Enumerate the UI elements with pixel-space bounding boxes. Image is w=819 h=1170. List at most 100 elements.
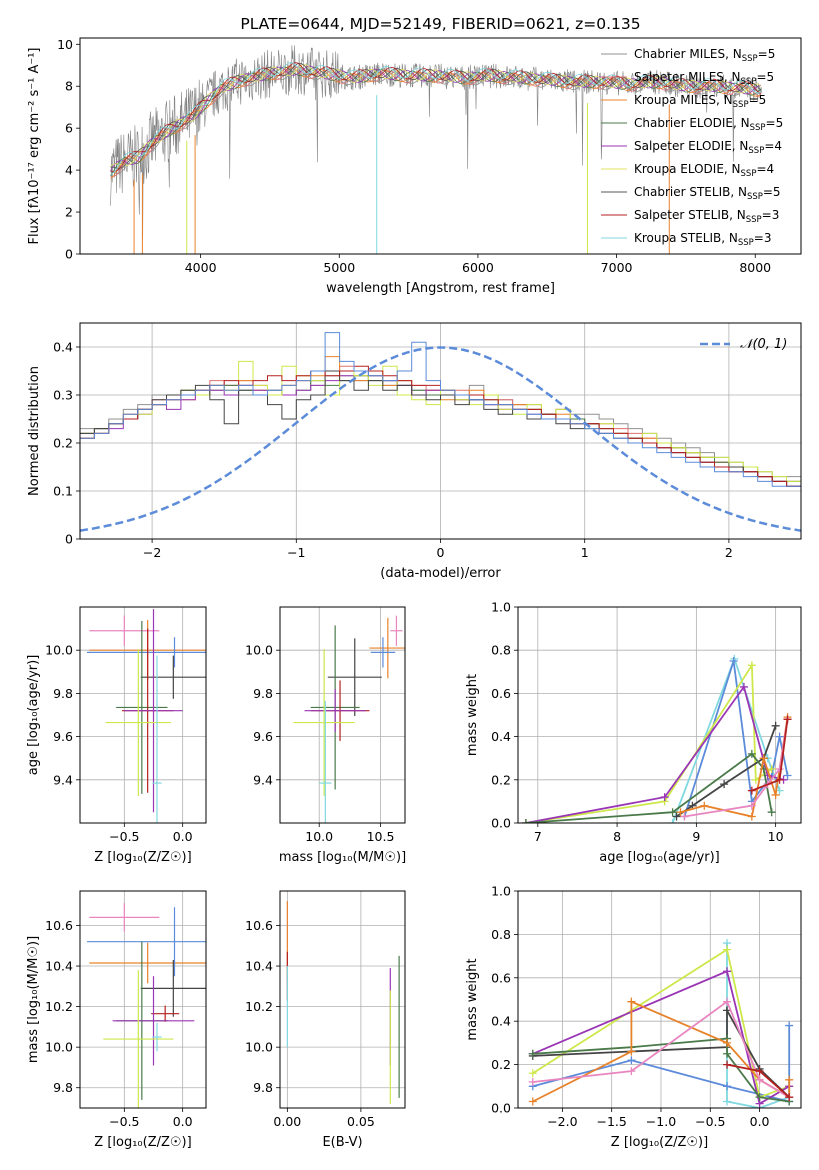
mass-vs-Z-xlabel: Z [log₁₀(Z/Z☉)] [94,1135,191,1150]
weight-marker [723,967,732,976]
model-line-7 [110,62,762,173]
y-tick-label: 0.2 [491,772,511,787]
weight-marker [771,721,780,730]
errorbar-point [304,689,366,733]
y-tick-label: 0.8 [491,643,511,658]
weight-marker [723,997,732,1006]
x-tick-label: 4000 [185,260,217,275]
x-tick-label: −0.5 [695,1114,725,1129]
x-tick-label: −2 [143,545,161,560]
age-vs-mass-xlabel: mass [log₁₀(M/M☉)] [279,850,406,865]
model-line-2 [110,66,762,180]
y-tick-label: 0.1 [53,484,73,499]
y-tick-label: 0 [65,247,73,262]
weight-marker [783,771,792,780]
weight-marker [785,1021,794,1030]
mass-vs-ebv-xlabel: E(B-V) [322,1135,362,1150]
x-tick-label: 0.05 [347,1114,375,1129]
mass-vs-Z-grid [80,891,206,1108]
mass-vs-Z-ylabel: mass [log₁₀(M/M☉)] [26,936,41,1063]
weight-vs-age-xlabel: age [log₁₀(age/yr)] [599,850,720,865]
age-vs-mass-grid [280,607,405,823]
x-tick-label: 10.5 [367,829,395,844]
model-line-4 [110,65,762,171]
y-tick-label: 4 [65,163,73,178]
y-tick-label: 10.4 [245,959,273,974]
weight-marker [660,793,669,802]
legend-label: Chabrier MILES, NSSP=5 [634,47,775,64]
weight-marker [528,1049,537,1058]
errorbar-point [140,959,206,1017]
weight-marker [627,1056,636,1065]
x-tick-label: 2 [725,545,733,560]
weight-vs-Z-xlabel: Z [log₁₀(Z/Z☉)] [611,1135,708,1150]
legend-label: Salpeter MILES, NSSP=5 [634,70,774,87]
y-tick-label: 9.4 [253,772,273,787]
y-tick-label: 2 [65,205,73,220]
weight-marker [785,1075,794,1084]
histogram-4 [80,370,801,492]
mass-vs-ebv-points [286,901,400,1104]
residuals-ylabel: Normed distribution [27,366,42,496]
x-tick-label: 10.0 [305,829,333,844]
y-tick-label: 0.2 [53,436,73,451]
errorbar-point [293,649,355,796]
y-tick-label: 10.6 [245,918,273,933]
y-tick-label: 0.4 [53,340,73,355]
weight-marker [739,682,748,691]
y-tick-label: 10 [57,37,73,52]
age-vs-mass-points [293,615,405,823]
weight-marker [747,749,756,758]
x-tick-label: 10 [768,829,784,844]
legend-label: Kroupa STELIB, NSSP=3 [634,231,772,248]
y-tick-label: 9.8 [53,1080,73,1095]
histogram-8 [80,332,801,492]
x-tick-label: 0.0 [750,1114,770,1129]
weight-marker [627,1047,636,1056]
weight-marker [668,808,677,817]
y-tick-label: 8 [65,79,73,94]
errorbar-point [151,1005,180,1022]
weight-vs-age-ylabel: mass weight [465,674,480,756]
spectrum-ylabel: Flux [fλ10⁻¹⁷ erg cm⁻² s⁻¹ A⁻¹] [27,48,42,245]
legend-label: Kroupa MILES, NSSP=5 [634,93,766,110]
x-tick-label: 9 [692,829,700,844]
y-tick-label: 10.0 [245,643,273,658]
x-tick-label: −1.5 [596,1114,626,1129]
residuals-xlabel: (data-model)/error [380,566,501,581]
y-tick-label: 0 [65,532,73,547]
x-tick-label: −2.0 [547,1114,577,1129]
x-tick-label: −1 [287,545,305,560]
y-tick-label: 10.4 [45,959,73,974]
y-tick-label: 10.6 [45,918,73,933]
y-tick-label: 10.0 [45,1040,73,1055]
errorbar-point [369,617,405,679]
spectrum-axes: 4000 5000 6000 7000 8000 0 2 4 6 8 10 wavelength [A… [57,37,771,296]
x-tick-label: 7 [534,829,542,844]
x-tick-label: 0 [437,545,445,560]
y-tick-label: 1.0 [491,600,511,615]
x-tick-label: 7000 [601,260,633,275]
weight-marker [720,780,729,789]
weight-marker [747,661,756,670]
errorbar-point [140,655,206,699]
errorbar-point [390,615,403,646]
x-tick-label: −0.5 [109,1114,139,1129]
mass-vs-ebv-frame [279,890,406,1109]
legend-label: Kroupa ELODIE, NSSP=4 [634,162,774,179]
errorbar-point [87,907,206,977]
x-tick-label: 5000 [323,260,355,275]
errorbar-point [89,615,160,646]
mass-vs-Z-frame [79,890,207,1109]
x-tick-label: 8 [613,829,621,844]
residuals-axes: −2 −1 0 1 2 0 0.1 0.2 0.3 0.4 (data-model)/error [53,323,801,581]
weight-marker [528,1069,537,1078]
weight-marker [767,765,776,773]
y-tick-label: 0.4 [491,729,511,744]
weight-marker [747,812,756,821]
y-tick-label: 1.0 [491,884,511,899]
spectrum-series [110,45,763,254]
weight-vs-Z-axes: −2.0 −1.5 −1.0 −0.5 0.0 0.0 0.2 0.4 0.6 0.8 1.0 Z [… [491,884,801,1150]
errorbar-point [319,700,332,823]
y-tick-label: 0.6 [491,970,511,985]
